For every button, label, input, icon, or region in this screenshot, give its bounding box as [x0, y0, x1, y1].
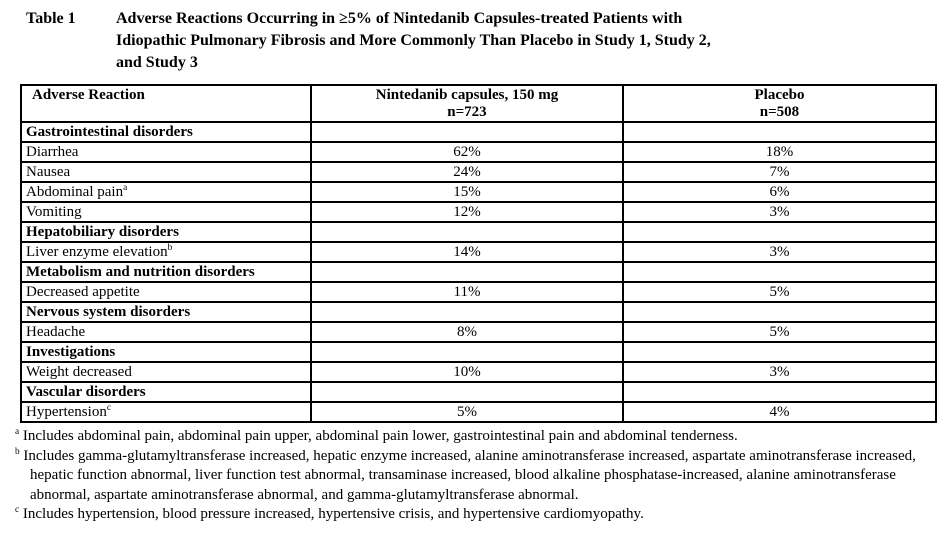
nintedanib-cell: 12% [310, 201, 624, 223]
table-row: Hypertensionc 5% 4% [20, 401, 937, 423]
footnote-c-text: Includes hypertension, blood pressure in… [22, 506, 644, 522]
nintedanib-cell [310, 341, 624, 363]
footnote-b-marker: b [15, 446, 20, 457]
table-row: Diarrhea 62% 18% [20, 141, 937, 163]
category-row: Gastrointestinal disorders [20, 121, 937, 143]
nintedanib-cell [310, 381, 624, 403]
nintedanib-cell: 10% [310, 361, 624, 383]
category-row: Hepatobiliary disorders [20, 221, 937, 243]
footnote-marker: c [106, 403, 111, 413]
table-caption: Table 1 Adverse Reactions Occurring in ≥… [20, 8, 934, 74]
nintedanib-cell: 14% [310, 241, 624, 263]
category-cell: Investigations [20, 341, 312, 363]
table-row: Nausea 24% 7% [20, 161, 937, 183]
reaction-label: Hypertension [26, 404, 107, 420]
placebo-cell [622, 121, 937, 143]
category-cell: Hepatobiliary disorders [20, 221, 312, 243]
footnote-a: a Includes abdominal pain, abdominal pai… [15, 427, 934, 447]
table-row: Vomiting 12% 3% [20, 201, 937, 223]
category-row: Metabolism and nutrition disorders [20, 261, 937, 283]
reaction-cell: Diarrhea [20, 141, 312, 163]
category-row: Investigations [20, 341, 937, 363]
footnote-marker: a [123, 183, 128, 193]
category-cell: Metabolism and nutrition disorders [20, 261, 312, 283]
nintedanib-cell: 5% [310, 401, 624, 423]
nintedanib-cell [310, 221, 624, 243]
reaction-cell: Vomiting [20, 201, 312, 223]
placebo-cell: 7% [622, 161, 937, 183]
placebo-cell: 18% [622, 141, 937, 163]
table-row: Liver enzyme elevationb 14% 3% [20, 241, 937, 263]
placebo-cell: 3% [622, 361, 937, 383]
reaction-label: Vomiting [26, 204, 82, 220]
table-title: Adverse Reactions Occurring in ≥5% of Ni… [116, 10, 711, 71]
reaction-label: Liver enzyme elevation [26, 244, 168, 260]
reaction-label: Abdominal pain [26, 184, 124, 200]
nintedanib-cell: 11% [310, 281, 624, 303]
table-row: Decreased appetite 11% 5% [20, 281, 937, 303]
placebo-cell: 4% [622, 401, 937, 423]
footnote-c-marker: c [15, 505, 20, 515]
reaction-label: Headache [26, 324, 86, 340]
category-cell: Nervous system disorders [20, 301, 312, 323]
category-cell: Vascular disorders [20, 381, 312, 403]
placebo-cell [622, 301, 937, 323]
column-header-placebo: Placebo n=508 [622, 84, 937, 123]
nintedanib-cell: 62% [310, 141, 624, 163]
category-cell: Gastrointestinal disorders [20, 121, 312, 143]
footnote-a-marker: a [15, 427, 20, 437]
nintedanib-cell: 15% [310, 181, 624, 203]
footnotes-section: a Includes abdominal pain, abdominal pai… [15, 427, 934, 525]
placebo-cell: 3% [622, 241, 937, 263]
placebo-cell [622, 341, 937, 363]
table-number: Table 1 [26, 10, 76, 27]
footnote-b: b Includes gamma-glutamyltransferase inc… [15, 447, 934, 506]
placebo-cell [622, 381, 937, 403]
reaction-label: Weight decreased [26, 364, 132, 380]
reaction-cell: Decreased appetite [20, 281, 312, 303]
reaction-label: Nausea [26, 164, 71, 180]
nintedanib-cell [310, 261, 624, 283]
table-row: Weight decreased 10% 3% [20, 361, 937, 383]
adverse-reactions-table: Adverse Reaction Nintedanib capsules, 15… [20, 84, 937, 423]
placebo-cell: 5% [622, 281, 937, 303]
nintedanib-cell: 24% [310, 161, 624, 183]
table-row: Headache 8% 5% [20, 321, 937, 343]
reaction-cell: Hypertensionc [20, 401, 312, 423]
column-header-adverse-reaction: Adverse Reaction [20, 84, 312, 123]
header-row: Adverse Reaction Nintedanib capsules, 15… [20, 84, 937, 123]
category-row: Vascular disorders [20, 381, 937, 403]
placebo-cell [622, 261, 937, 283]
placebo-cell: 6% [622, 181, 937, 203]
reaction-cell: Weight decreased [20, 361, 312, 383]
placebo-cell [622, 221, 937, 243]
reaction-cell: Nausea [20, 161, 312, 183]
footnote-c: c Includes hypertension, blood pressure … [15, 505, 934, 525]
nintedanib-cell [310, 301, 624, 323]
reaction-cell: Abdominal paina [20, 181, 312, 203]
reaction-label: Diarrhea [26, 144, 79, 160]
column-header-nintedanib: Nintedanib capsules, 150 mg n=723 [310, 84, 624, 123]
reaction-cell: Headache [20, 321, 312, 343]
nintedanib-cell [310, 121, 624, 143]
footnote-marker: b [167, 243, 173, 253]
placebo-cell: 3% [622, 201, 937, 223]
nintedanib-cell: 8% [310, 321, 624, 343]
table-row: Abdominal paina 15% 6% [20, 181, 937, 203]
document-page: Table 1 Adverse Reactions Occurring in ≥… [15, 8, 937, 525]
category-row: Nervous system disorders [20, 301, 937, 323]
reaction-label: Decreased appetite [26, 284, 140, 300]
footnote-a-text: Includes abdominal pain, abdominal pain … [22, 428, 738, 444]
reaction-cell: Liver enzyme elevationb [20, 241, 312, 263]
placebo-cell: 5% [622, 321, 937, 343]
footnote-b-text: Includes gamma-glutamyltransferase incre… [23, 447, 916, 503]
